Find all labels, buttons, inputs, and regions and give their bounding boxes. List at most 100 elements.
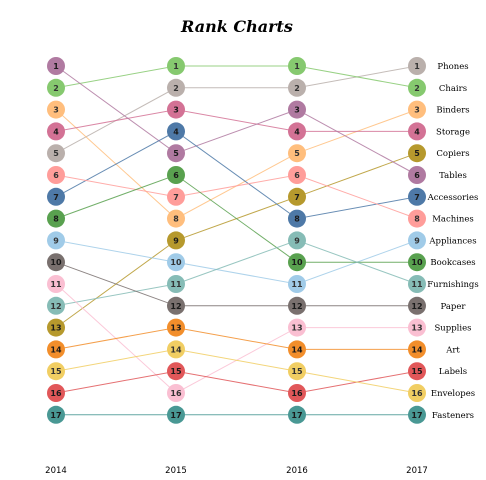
marker-label-tables-2017: 6 bbox=[414, 171, 420, 180]
series-line-envelopes bbox=[55, 348, 418, 394]
marker-label-binders-2017: 3 bbox=[414, 106, 420, 115]
marker-label-binders-2016: 5 bbox=[294, 149, 300, 158]
marker-paper-2014 bbox=[47, 253, 65, 272]
marker-label-furnishings-2015: 11 bbox=[170, 280, 182, 289]
marker-label-bookcases-2014: 8 bbox=[53, 215, 59, 224]
category-label-bookcases: Bookcases bbox=[430, 258, 475, 268]
series-lines bbox=[55, 65, 418, 416]
marker-tables-2017 bbox=[408, 166, 426, 184]
series-line-furnishings bbox=[55, 239, 418, 307]
marker-paper-2016 bbox=[288, 296, 306, 315]
marker-supplies-2017 bbox=[408, 318, 426, 337]
series-line-paper bbox=[55, 261, 417, 307]
category-label-appliances: Appliances bbox=[428, 236, 476, 246]
marker-label-art-2014: 14 bbox=[50, 345, 62, 354]
marker-label-accessories-2014: 7 bbox=[53, 193, 59, 202]
marker-label-envelopes-2015: 14 bbox=[170, 345, 182, 354]
marker-label-copiers-2015: 9 bbox=[173, 236, 179, 245]
series-line-storage bbox=[55, 109, 417, 132]
marker-envelopes-2017 bbox=[408, 384, 426, 402]
series-line-copiers bbox=[55, 152, 418, 329]
marker-label-labels-2014: 16 bbox=[50, 389, 62, 398]
marker-envelopes-2014 bbox=[47, 362, 65, 381]
category-label-fasteners: Fasteners bbox=[432, 411, 474, 421]
marker-label-supplies-2016: 13 bbox=[291, 324, 302, 333]
marker-phones-2016 bbox=[288, 78, 306, 97]
x-axis-labels: 2014 2015 2016 2017 bbox=[45, 466, 428, 476]
category-label-tables: Tables bbox=[439, 171, 467, 181]
marker-furnishings-2014 bbox=[47, 296, 65, 315]
marker-label-storage-2017: 4 bbox=[414, 127, 420, 136]
series-line-bookcases bbox=[55, 174, 417, 263]
category-label-labels: Labels bbox=[439, 367, 467, 377]
marker-label-bookcases-2015: 6 bbox=[173, 171, 179, 180]
marker-label-machines-2016: 6 bbox=[294, 171, 300, 180]
x-tick-2016: 2016 bbox=[286, 466, 308, 476]
marker-accessories-2017 bbox=[408, 187, 426, 206]
marker-label-bookcases-2017: 10 bbox=[411, 258, 423, 267]
marker-label-chairs-2014: 2 bbox=[53, 84, 59, 93]
marker-label-storage-2014: 4 bbox=[53, 127, 59, 136]
marker-machines-2015 bbox=[167, 187, 185, 206]
marker-binders-2014 bbox=[47, 100, 65, 119]
marker-label-storage-2015: 3 bbox=[173, 106, 179, 115]
marker-label-paper-2015: 12 bbox=[170, 302, 181, 311]
marker-label-phones-2014: 5 bbox=[53, 149, 59, 158]
marker-label-accessories-2015: 4 bbox=[173, 127, 179, 136]
marker-label-phones-2017: 1 bbox=[414, 62, 420, 71]
marker-label-machines-2015: 7 bbox=[173, 193, 179, 202]
marker-label-labels-2017: 15 bbox=[411, 367, 423, 376]
marker-storage-2015 bbox=[167, 100, 185, 119]
marker-label-paper-2017: 12 bbox=[411, 302, 422, 311]
marker-art-2015 bbox=[167, 318, 185, 337]
marker-furnishings-2015 bbox=[167, 275, 185, 293]
marker-label-furnishings-2014: 12 bbox=[50, 302, 61, 311]
marker-bookcases-2017 bbox=[408, 253, 426, 272]
marker-label-furnishings-2016: 9 bbox=[294, 236, 300, 245]
marker-envelopes-2015 bbox=[167, 340, 185, 359]
marker-binders-2017 bbox=[408, 100, 426, 119]
category-label-supplies: Supplies bbox=[434, 324, 471, 334]
marker-appliances-2014 bbox=[47, 231, 65, 250]
marker-label-binders-2014: 3 bbox=[53, 106, 59, 115]
marker-tables-2016 bbox=[288, 100, 306, 119]
marker-furnishings-2017 bbox=[408, 275, 426, 293]
marker-label-fasteners-2016: 17 bbox=[291, 411, 302, 420]
marker-bookcases-2015 bbox=[167, 166, 185, 184]
marker-label-supplies-2014: 11 bbox=[50, 280, 62, 289]
marker-copiers-2014 bbox=[47, 318, 65, 337]
category-labels: Phones Chairs Binders Storage Copiers Tables A… bbox=[427, 62, 479, 421]
marker-art-2017 bbox=[408, 340, 426, 359]
series-line-binders bbox=[55, 109, 418, 220]
marker-tables-2015 bbox=[167, 144, 185, 163]
marker-accessories-2014 bbox=[47, 187, 65, 206]
category-label-storage: Storage bbox=[436, 127, 470, 137]
marker-label-tables-2016: 3 bbox=[294, 106, 300, 115]
marker-art-2016 bbox=[288, 340, 306, 359]
marker-chairs-2014 bbox=[47, 78, 65, 97]
marker-chairs-2017 bbox=[408, 78, 426, 97]
marker-label-art-2015: 13 bbox=[170, 324, 181, 333]
marker-appliances-2016 bbox=[288, 275, 306, 293]
marker-label-accessories-2017: 7 bbox=[414, 193, 420, 202]
series-line-accessories bbox=[55, 130, 418, 220]
marker-bookcases-2016 bbox=[288, 253, 306, 272]
marker-label-appliances-2014: 9 bbox=[53, 236, 59, 245]
marker-label-phones-2015: 2 bbox=[173, 84, 179, 93]
marker-envelopes-2016 bbox=[288, 362, 306, 381]
marker-labels-2014 bbox=[47, 384, 65, 402]
marker-accessories-2016 bbox=[288, 209, 306, 228]
marker-phones-2015 bbox=[167, 78, 185, 97]
marker-label-appliances-2015: 10 bbox=[170, 258, 182, 267]
marker-storage-2014 bbox=[47, 122, 65, 141]
category-label-furnishings: Furnishings bbox=[427, 280, 478, 290]
marker-label-copiers-2014: 13 bbox=[50, 324, 61, 333]
marker-paper-2017 bbox=[408, 296, 426, 315]
marker-label-fasteners-2015: 17 bbox=[170, 411, 181, 420]
marker-label-chairs-2017: 2 bbox=[414, 84, 420, 93]
marker-label-furnishings-2017: 11 bbox=[411, 280, 423, 289]
marker-label-envelopes-2014: 15 bbox=[50, 367, 62, 376]
series-line-tables bbox=[55, 65, 418, 176]
marker-label-copiers-2016: 7 bbox=[294, 193, 300, 202]
